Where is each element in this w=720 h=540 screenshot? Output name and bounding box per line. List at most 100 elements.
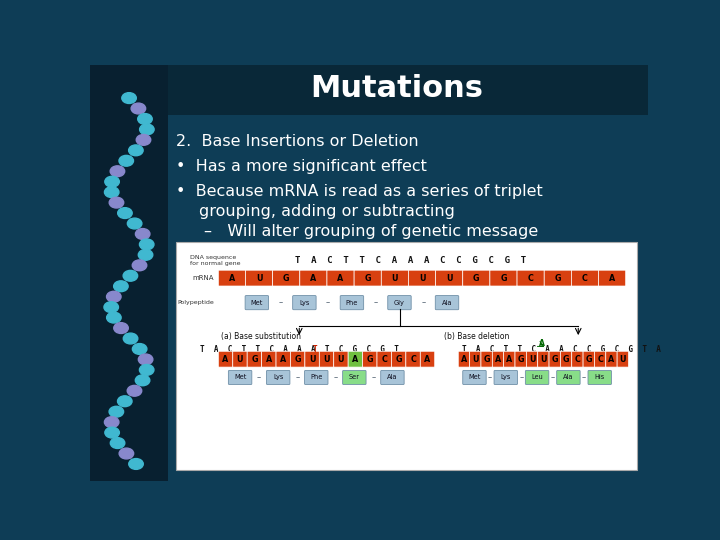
FancyBboxPatch shape <box>617 352 629 367</box>
Text: Phe: Phe <box>310 374 323 381</box>
Text: A: A <box>495 355 501 363</box>
FancyBboxPatch shape <box>388 295 411 310</box>
Circle shape <box>129 145 143 156</box>
Circle shape <box>117 208 132 219</box>
Circle shape <box>109 197 124 208</box>
Circle shape <box>110 437 125 448</box>
Circle shape <box>107 312 121 323</box>
FancyBboxPatch shape <box>406 352 420 367</box>
FancyBboxPatch shape <box>492 352 504 367</box>
Text: T  A  C  T  T  C  A  A  C  C  G  C  G  T  A: T A C T T C A A C C G C G T A <box>462 345 661 354</box>
Text: –: – <box>551 373 555 382</box>
Text: Phe: Phe <box>346 300 358 306</box>
Text: Ala: Ala <box>442 300 452 306</box>
Text: C: C <box>575 355 580 363</box>
Text: G: G <box>563 355 570 363</box>
Text: U: U <box>256 274 262 282</box>
FancyBboxPatch shape <box>228 370 252 384</box>
Text: –: – <box>279 298 283 307</box>
FancyBboxPatch shape <box>583 352 595 367</box>
FancyBboxPatch shape <box>572 352 583 367</box>
FancyBboxPatch shape <box>463 270 490 286</box>
FancyBboxPatch shape <box>381 370 404 384</box>
Text: G: G <box>552 355 558 363</box>
Text: G: G <box>366 355 373 363</box>
Circle shape <box>135 228 150 239</box>
Text: Gly: Gly <box>394 300 405 306</box>
Text: G: G <box>364 274 371 282</box>
Text: 2.  Base Insertions or Deletion: 2. Base Insertions or Deletion <box>176 134 419 149</box>
Text: •  Has a more significant effect: • Has a more significant effect <box>176 159 428 174</box>
Text: A: A <box>352 355 359 363</box>
Circle shape <box>117 396 132 407</box>
Text: Met: Met <box>234 374 246 381</box>
Text: T: T <box>312 345 318 354</box>
FancyBboxPatch shape <box>377 352 392 367</box>
FancyBboxPatch shape <box>436 270 463 286</box>
Text: Ala: Ala <box>387 374 397 381</box>
Text: U: U <box>338 355 344 363</box>
Circle shape <box>122 93 136 104</box>
FancyBboxPatch shape <box>276 352 290 367</box>
Circle shape <box>104 302 119 313</box>
FancyBboxPatch shape <box>334 352 348 367</box>
Text: Ser: Ser <box>349 374 360 381</box>
Text: G: G <box>585 355 592 363</box>
Text: –: – <box>326 298 330 307</box>
FancyBboxPatch shape <box>526 370 549 384</box>
Circle shape <box>123 333 138 344</box>
Circle shape <box>136 134 150 145</box>
FancyBboxPatch shape <box>305 352 319 367</box>
Text: U: U <box>309 355 315 363</box>
FancyBboxPatch shape <box>595 352 606 367</box>
Text: U: U <box>392 274 398 282</box>
Circle shape <box>138 113 152 124</box>
FancyBboxPatch shape <box>261 352 276 367</box>
FancyBboxPatch shape <box>557 370 580 384</box>
FancyBboxPatch shape <box>463 370 486 384</box>
Text: G: G <box>554 274 561 282</box>
FancyBboxPatch shape <box>459 352 469 367</box>
Circle shape <box>123 271 138 281</box>
Text: Leu: Leu <box>531 374 543 381</box>
Text: –: – <box>372 373 376 382</box>
FancyBboxPatch shape <box>343 370 366 384</box>
Text: A: A <box>539 339 545 348</box>
Text: G: G <box>473 274 480 282</box>
FancyBboxPatch shape <box>363 352 377 367</box>
Circle shape <box>114 323 128 334</box>
Text: Lys: Lys <box>300 300 310 306</box>
Circle shape <box>119 156 133 166</box>
FancyBboxPatch shape <box>233 352 247 367</box>
Circle shape <box>127 386 142 396</box>
Text: –: – <box>374 298 378 307</box>
Text: U: U <box>446 274 452 282</box>
FancyBboxPatch shape <box>176 242 637 470</box>
FancyBboxPatch shape <box>392 352 406 367</box>
Text: G: G <box>500 274 507 282</box>
FancyBboxPatch shape <box>246 270 273 286</box>
Text: Polypeptide: Polypeptide <box>177 300 214 305</box>
Circle shape <box>140 124 154 135</box>
Circle shape <box>131 103 145 114</box>
FancyBboxPatch shape <box>305 370 328 384</box>
Text: A: A <box>310 274 317 282</box>
Text: A: A <box>609 274 615 282</box>
Circle shape <box>132 343 147 354</box>
Text: A: A <box>461 355 467 363</box>
FancyBboxPatch shape <box>266 370 290 384</box>
Text: •  Because mRNA is read as a series of triplet: • Because mRNA is read as a series of tr… <box>176 184 544 199</box>
Text: (b) Base deletion: (b) Base deletion <box>444 332 510 341</box>
Circle shape <box>132 260 147 271</box>
FancyBboxPatch shape <box>90 65 168 481</box>
Text: U: U <box>540 355 546 363</box>
Text: Met: Met <box>468 374 481 381</box>
Text: T  A  C  T  T  C  A  A  A  C  C  G  C  G  T: T A C T T C A A A C C G C G T <box>295 256 526 265</box>
FancyBboxPatch shape <box>218 270 246 286</box>
Text: G: G <box>283 274 289 282</box>
FancyBboxPatch shape <box>247 352 261 367</box>
Circle shape <box>114 281 128 292</box>
Text: Met: Met <box>251 300 263 306</box>
FancyBboxPatch shape <box>327 270 354 286</box>
Text: U: U <box>528 355 535 363</box>
